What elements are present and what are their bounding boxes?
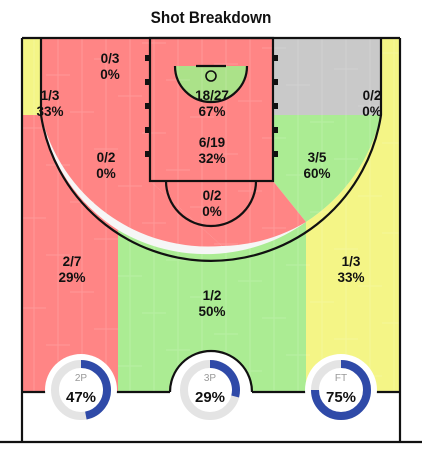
zone-top-key-2 [150,181,306,246]
zone-left-wing-3 [22,115,118,392]
dial-fill [209,360,240,398]
zone-pct-right-elbow-2: 60% [303,166,330,181]
zone-right-baseline-2 [273,38,381,115]
plank-texture [22,37,406,392]
zone-left-baseline-2 [41,38,150,115]
zone-pct-left-corner-3: 33% [36,104,63,119]
zone-label-top-key-2: 0/2 [203,188,222,203]
zone-pct-right-wing-3: 33% [337,270,364,285]
zone-right-wing-3 [306,115,400,392]
zone-label-right-corner-3: 0/2 [363,88,382,103]
zone-pct-right-corner-3: 0% [362,104,382,119]
zone-label-left-baseline-2: 0/3 [101,51,120,66]
zone-left-corner-3 [22,38,41,115]
zone-label-restricted-area: 18/27 [195,88,229,103]
lane-hash [145,79,150,85]
dial-fill [311,360,371,420]
lane-hash [145,127,150,133]
dial-label: 3P [204,373,217,384]
zone-pct-top-key-2: 0% [202,204,222,219]
zone-pct-top-of-key-3: 50% [198,304,225,319]
zone-pct-left-baseline-2: 0% [100,67,120,82]
dial-label: FT [335,373,347,384]
restricted-arc [173,65,249,104]
zone-restricted-area [175,66,247,102]
lane-hash [273,55,278,61]
lane-hash [273,151,278,157]
free-throw-circle [164,180,258,228]
zone-layer [22,38,400,392]
chart-title: Shot Breakdown [150,8,272,27]
lane-hash [145,55,150,61]
zone-pct-left-elbow-2: 0% [96,166,116,181]
lane-hash [145,151,150,157]
zone-label-right-wing-3: 1/3 [342,254,361,269]
dial-label: 2P [75,373,88,384]
zone-pct-paint: 32% [198,151,225,166]
zone-label-paint: 6/19 [199,135,225,150]
hoop [205,70,217,82]
zone-pct-restricted-area: 67% [198,104,225,119]
zone-right-elbow-2 [273,115,381,222]
lane-hash [273,79,278,85]
court-boundary [0,36,422,444]
zone-right-corner-3 [381,38,400,115]
zone-label-left-wing-3: 2/7 [63,254,82,269]
zone-label-left-corner-3: 1/3 [41,88,60,103]
zone-top-of-key-3 [118,222,306,392]
dial-value: 47% [66,389,96,406]
summary-dial-ft: FT 75% [305,354,377,426]
dial-value: 75% [326,389,356,406]
zone-label-top-of-key-3: 1/2 [203,288,222,303]
zone-left-elbow-2 [41,115,222,247]
dial-value: 29% [195,389,225,406]
zone-label-left-elbow-2: 0/2 [97,150,116,165]
three-point-line [39,38,383,262]
zone-label-right-elbow-2: 3/5 [308,150,327,165]
lane-hash [273,127,278,133]
lane-hash [273,103,278,109]
zone-pct-left-wing-3: 29% [58,270,85,285]
lane-hash [145,103,150,109]
dial-fill [80,360,111,420]
zone-labels: 1/333%0/30%18/2767%0/20%6/1932%0/20%3/56… [36,51,381,319]
